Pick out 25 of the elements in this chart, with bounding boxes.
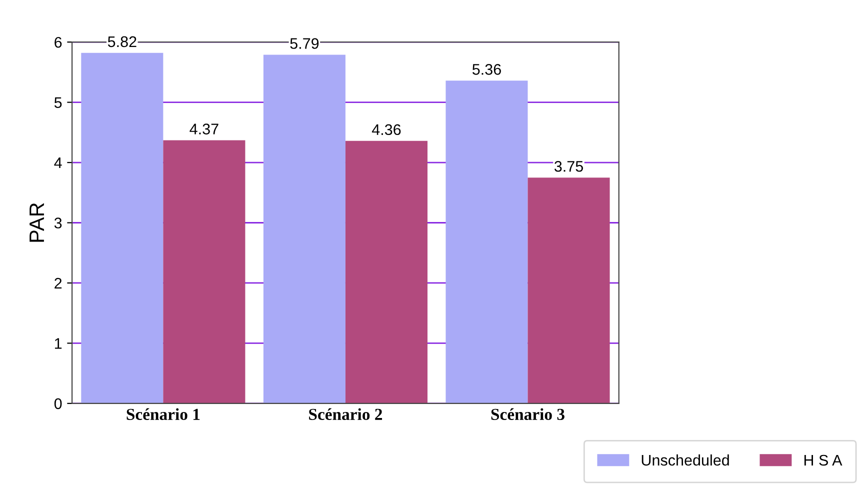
y-tick-label: 2 — [54, 278, 62, 289]
y-tick-label: 4 — [54, 158, 62, 168]
x-tick-label: Scénario 3 — [491, 408, 564, 420]
x-tick-label: Scénario 1 — [126, 408, 200, 420]
bar — [263, 54, 346, 404]
bar — [81, 52, 164, 404]
bar — [345, 140, 428, 404]
y-tick-label: 5 — [54, 97, 62, 108]
data-label: 5.82 — [108, 36, 136, 48]
bar — [446, 80, 528, 404]
bar — [163, 140, 246, 404]
data-label: 5.79 — [290, 38, 319, 49]
legend-label: H S A — [804, 454, 842, 466]
y-tick-label: 0 — [54, 398, 62, 410]
bar — [528, 178, 610, 404]
y-axis-title: PAR — [30, 203, 44, 242]
data-label: 4.37 — [190, 124, 218, 134]
x-tick-label: Scénario 2 — [309, 408, 382, 420]
data-label: 3.75 — [554, 160, 583, 172]
y-tick-label: 6 — [54, 36, 62, 48]
data-label: 4.36 — [372, 124, 401, 136]
legend-label: Unscheduled — [642, 454, 729, 466]
y-tick-label: 1 — [54, 338, 62, 349]
data-label: 5.36 — [472, 64, 501, 75]
y-tick-label: 3 — [54, 218, 62, 228]
